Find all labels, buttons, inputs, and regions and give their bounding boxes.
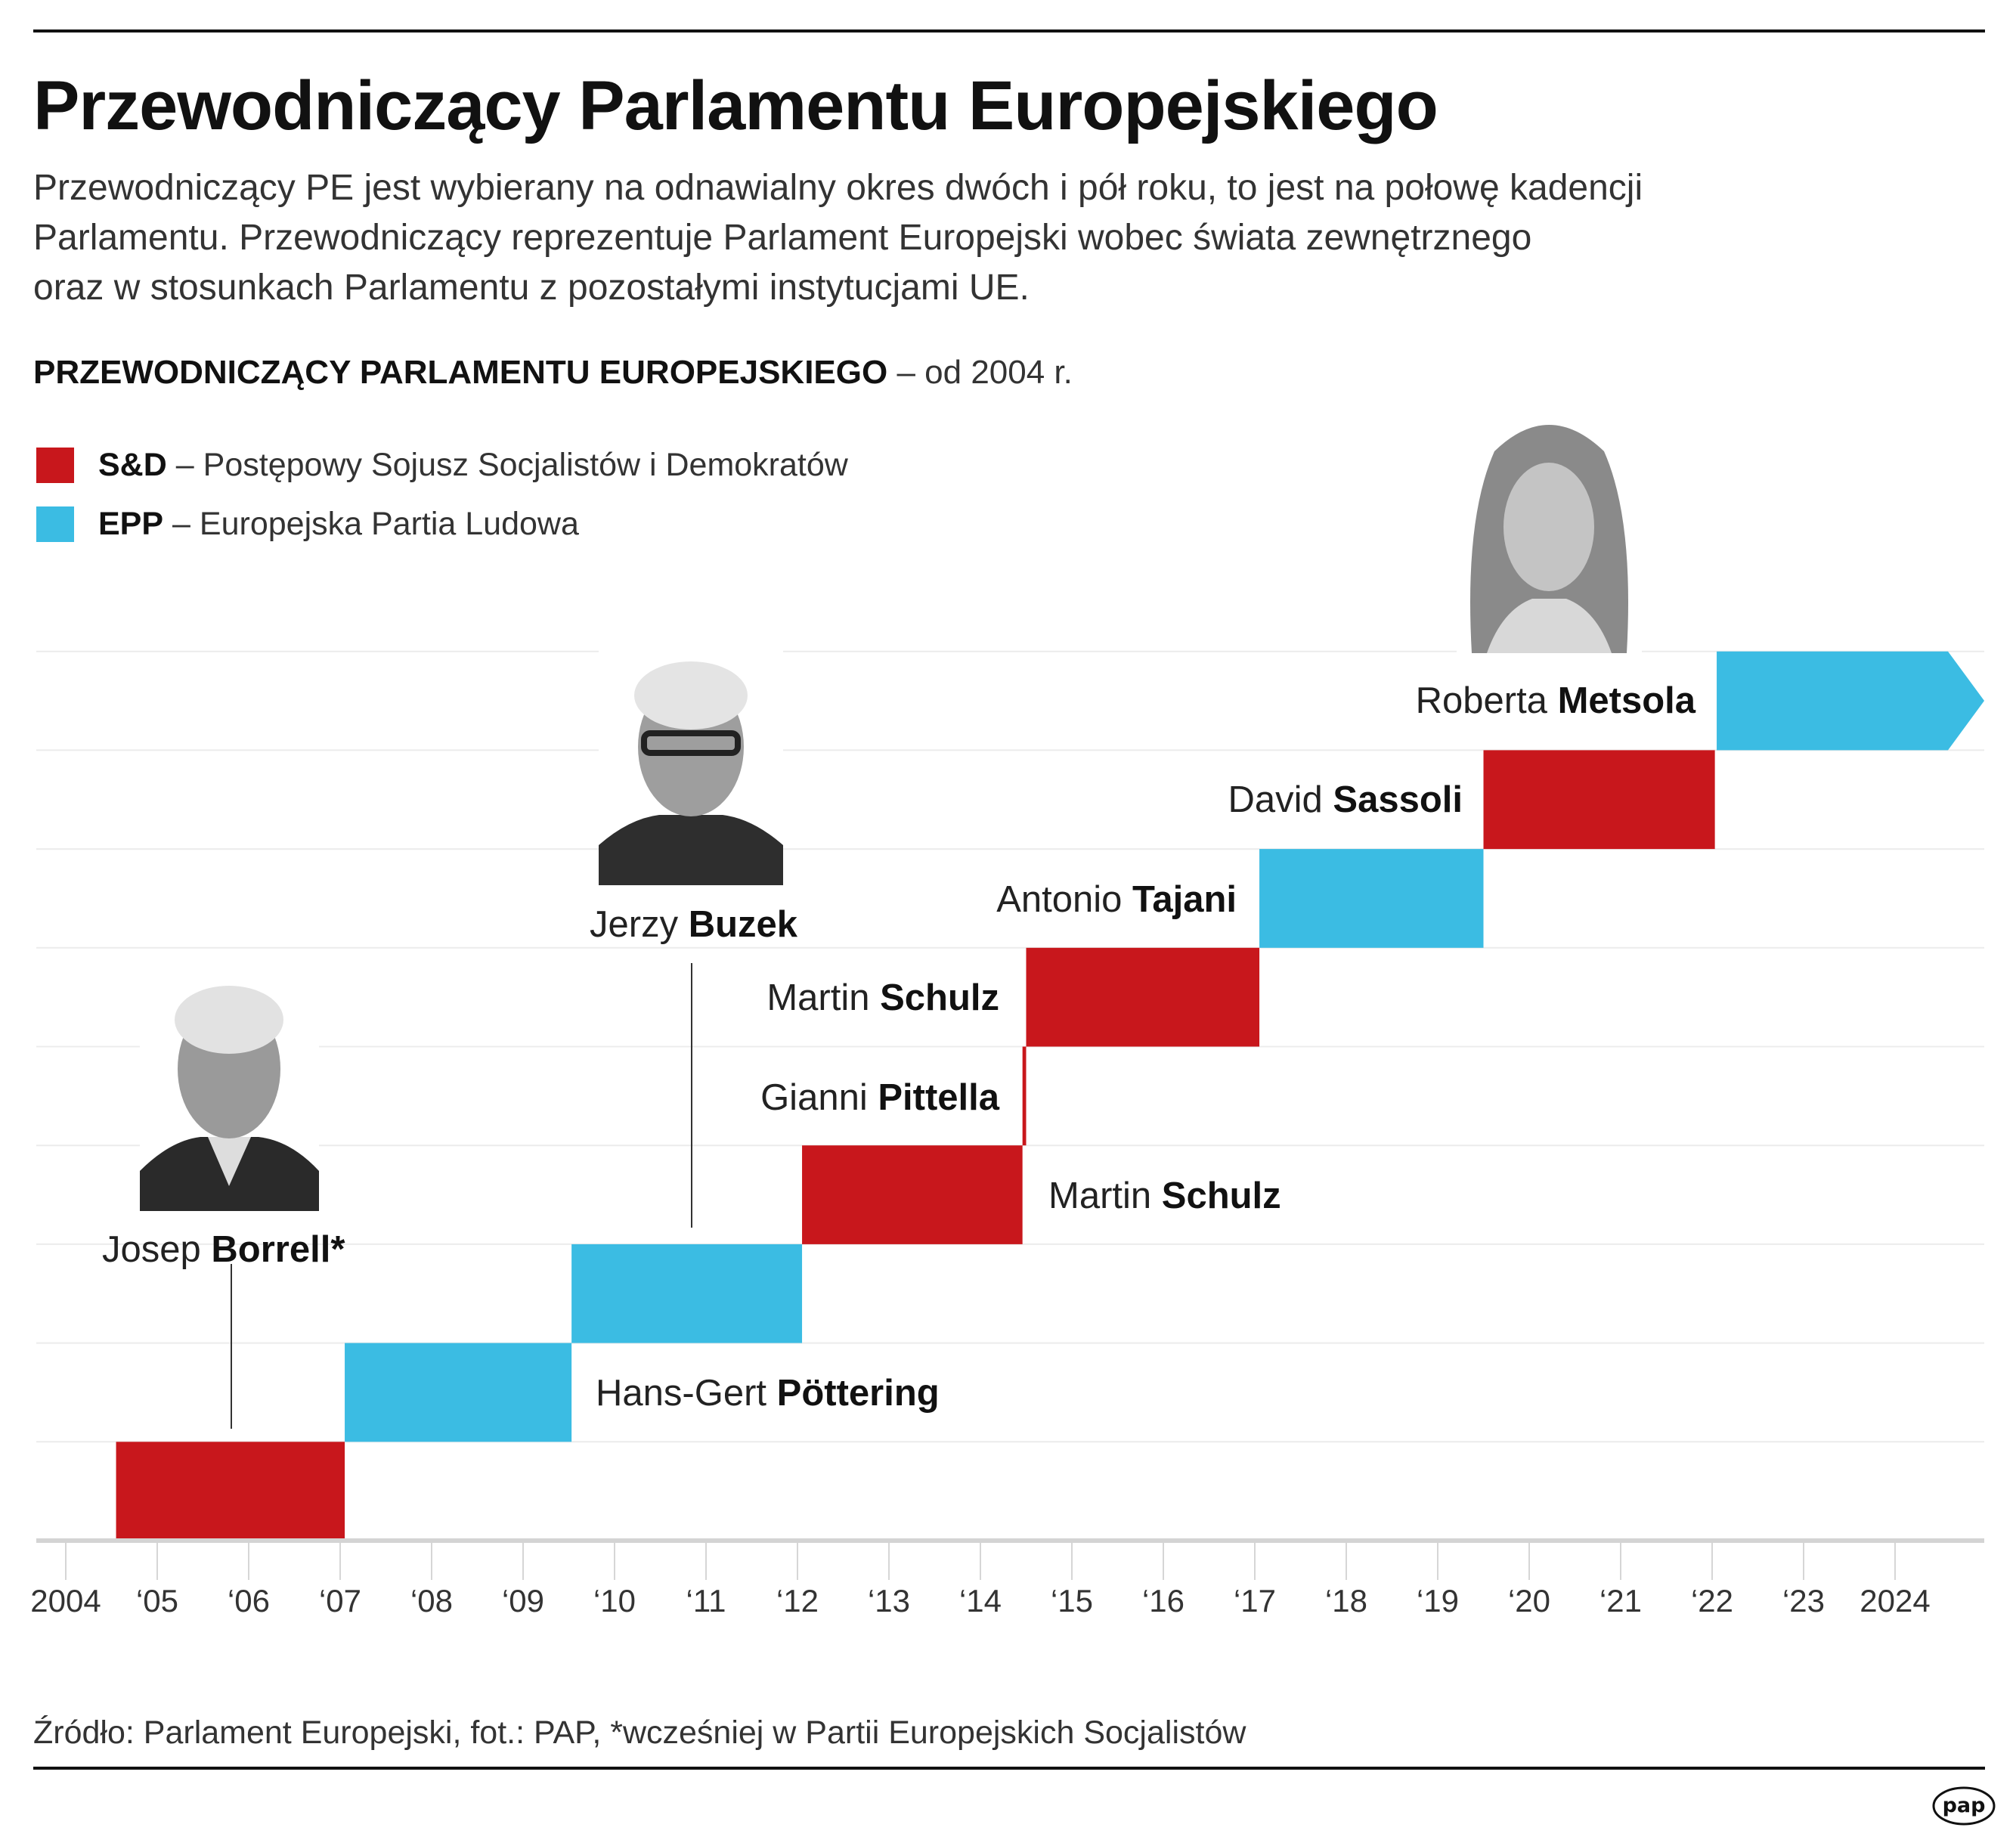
subtitle-line: Parlamentu. Przewodniczący reprezentuje … bbox=[33, 218, 1532, 258]
chart-heading-bold: PRZEWODNICZĄCY PARLAMENTU EUROPEJSKIEGO bbox=[33, 354, 888, 391]
photo-metsola bbox=[1457, 406, 1642, 653]
x-tick-label: ‘11 bbox=[686, 1583, 726, 1618]
bar-pöttering bbox=[345, 1343, 572, 1442]
subtitle: Przewodniczący PE jest wybierany na odna… bbox=[33, 163, 1923, 313]
x-tick-label: ‘18 bbox=[1325, 1583, 1367, 1618]
x-tick-label: ‘22 bbox=[1691, 1583, 1733, 1618]
x-tick-label: ‘13 bbox=[868, 1583, 910, 1618]
legend-abbr: S&D bbox=[98, 446, 167, 483]
label-schulz-1: Martin Schulz bbox=[1048, 1175, 1281, 1216]
legend-abbr: EPP bbox=[98, 505, 164, 542]
leader-line-borrell bbox=[231, 1264, 232, 1429]
x-tick-label: 2004 bbox=[30, 1583, 101, 1618]
bar-metsola bbox=[1717, 651, 1984, 751]
page-title: Przewodniczący Parlamentu Europejskiego bbox=[33, 67, 1438, 144]
photo-buzek bbox=[599, 649, 783, 885]
x-tick-label: ‘14 bbox=[959, 1583, 1002, 1618]
legend-swatch-epp bbox=[36, 506, 74, 542]
x-tick-label: ‘17 bbox=[1234, 1583, 1276, 1618]
legend-label: – Europejska Partia Ludowa bbox=[172, 505, 579, 542]
x-tick-label: ‘07 bbox=[319, 1583, 361, 1618]
top-rule bbox=[33, 29, 1985, 33]
label-pottering: Hans-Gert Pöttering bbox=[596, 1373, 940, 1414]
label-sassoli: David Sassoli bbox=[1228, 779, 1463, 820]
bar-schulz bbox=[802, 1145, 1023, 1244]
source-note: Źródło: Parlament Europejski, fot.: PAP,… bbox=[33, 1714, 1246, 1751]
label-metsola: Roberta Metsola bbox=[1415, 680, 1695, 721]
bar-tajani bbox=[1259, 849, 1484, 948]
label-pittella: Gianni Pittella bbox=[760, 1077, 999, 1118]
x-tick-label: ‘10 bbox=[593, 1583, 636, 1618]
x-tick-label: ‘23 bbox=[1782, 1583, 1825, 1618]
x-tick-label: ‘16 bbox=[1142, 1583, 1185, 1618]
label-buzek: Jerzy Buzek bbox=[590, 904, 798, 945]
bar-pittella bbox=[1022, 1046, 1027, 1146]
bar-buzek bbox=[571, 1244, 803, 1343]
x-tick-label: ‘08 bbox=[410, 1583, 453, 1618]
label-borrell: Josep Borrell* bbox=[102, 1229, 345, 1270]
x-tick-label: ‘20 bbox=[1508, 1583, 1550, 1618]
legend-item-sd: S&D – Postępowy Sojusz Socjalistów i Demo… bbox=[36, 446, 848, 484]
label-tajani: Antonio Tajani bbox=[996, 879, 1237, 920]
pap-logo: pap bbox=[1932, 1786, 1996, 1826]
legend-label: – Postępowy Sojusz Socjalistów i Demokra… bbox=[175, 446, 848, 483]
x-tick-label: ‘12 bbox=[776, 1583, 819, 1618]
bar-schulz bbox=[1026, 947, 1260, 1047]
label-schulz-2: Martin Schulz bbox=[766, 977, 999, 1018]
legend-item-epp: EPP – Europejska Partia Ludowa bbox=[36, 505, 579, 543]
x-tick-label: ‘15 bbox=[1051, 1583, 1093, 1618]
x-tick-label: ‘19 bbox=[1417, 1583, 1459, 1618]
legend-swatch-sd bbox=[36, 447, 74, 483]
chart-heading: PRZEWODNICZĄCY PARLAMENTU EUROPEJSKIEGO … bbox=[33, 354, 1073, 392]
subtitle-line: oraz w stosunkach Parlamentu z pozostały… bbox=[33, 268, 1030, 308]
svg-text:pap: pap bbox=[1943, 1794, 1986, 1817]
chart-heading-rest: – od 2004 r. bbox=[887, 354, 1073, 391]
bar-borrell bbox=[116, 1442, 345, 1541]
x-tick-label: 2024 bbox=[1860, 1583, 1930, 1618]
x-tick-label: ‘06 bbox=[228, 1583, 270, 1618]
x-tick-label: ‘21 bbox=[1599, 1583, 1642, 1618]
bottom-rule bbox=[33, 1767, 1985, 1770]
x-tick-label: ‘05 bbox=[136, 1583, 178, 1618]
leader-line-buzek bbox=[691, 963, 692, 1228]
subtitle-line: Przewodniczący PE jest wybierany na odna… bbox=[33, 168, 1643, 208]
x-tick-label: ‘09 bbox=[502, 1583, 544, 1618]
bar-sassoli bbox=[1483, 750, 1715, 850]
photo-borrell bbox=[140, 967, 319, 1211]
